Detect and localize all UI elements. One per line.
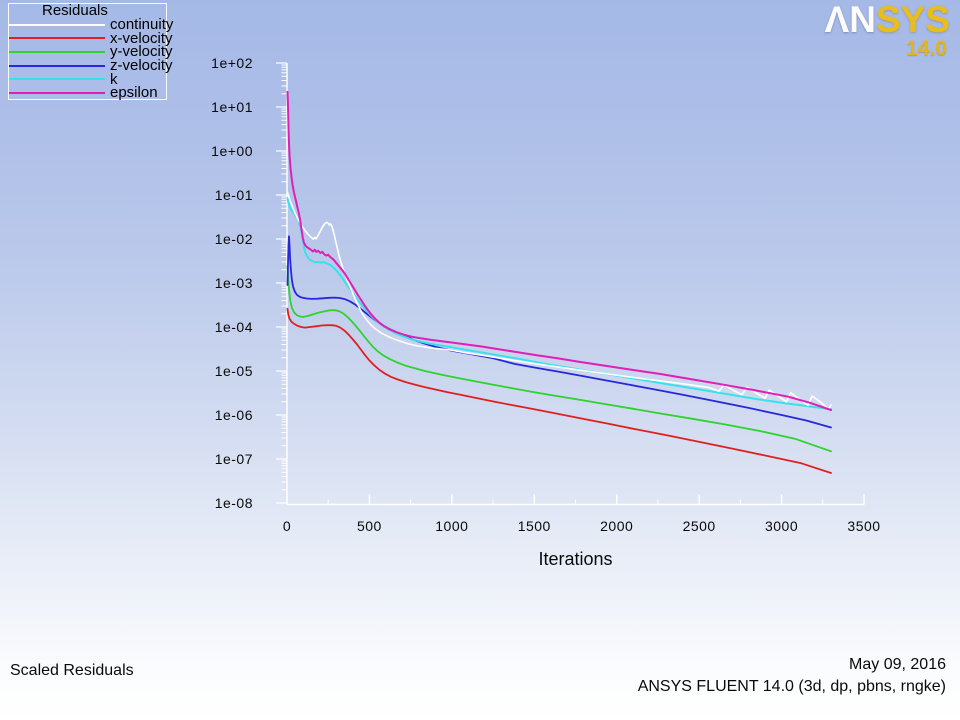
legend-label: epsilon [110,84,158,102]
legend-label: z-velocity [110,57,173,75]
y-tick-label: 1e-04 [215,319,253,335]
x-axis-title: Iterations [538,549,613,569]
solver-stamp: ANSYS FLUENT 14.0 (3d, dp, pbns, rngke) [637,678,946,695]
date-stamp: May 09, 2016 [849,656,946,673]
y-tick-label: 1e+00 [211,143,253,159]
legend-swatch-x-velocity [9,37,105,40]
legend-item-k: k [9,70,166,88]
legend-swatch-epsilon [9,91,105,94]
x-tick-label: 2000 [600,518,633,534]
legend-label: x-velocity [110,29,173,47]
x-tick-label: 1500 [518,518,551,534]
legend-item-y-velocity: y-velocity [9,44,173,59]
curve-y-velocity [286,265,832,453]
legend-item-epsilon: epsilon [9,84,166,102]
plot-stamp: May 09, 2016 ANSYS FLUENT 14.0 (3d, dp, … [638,654,946,698]
y-tick-label: 1e-01 [215,187,253,203]
y-tick-label: 1e-02 [215,231,253,247]
x-tick-label: 0 [283,518,291,534]
y-tick-label: 1e-07 [215,451,253,467]
x-tick-label: 1000 [435,518,468,534]
y-tick-label: 1e+01 [211,99,253,115]
ansys-logo-text: ΛNSYS [825,0,950,40]
legend-swatch-y-velocity [9,50,105,53]
ansys-logo-an: ΛN [824,0,876,40]
legend-label: k [110,70,118,88]
curve-x-velocity [286,307,832,474]
legend-swatch-z-velocity [9,64,105,67]
y-tick-label: 1e-03 [215,275,253,291]
curve-continuity [286,191,832,411]
x-tick-label: 500 [357,518,382,534]
y-tick-label: 1e-06 [215,407,253,423]
x-tick-label: 3000 [765,518,798,534]
ansys-version: 14.0 [906,37,947,60]
y-tick-label: 1e-08 [215,495,253,511]
legend-title: Residuals [42,2,108,19]
curve-z-velocity [286,235,832,429]
ansys-logo: ΛNSYS 14.0 [825,0,950,60]
plot-caption: Scaled Residuals [10,662,134,679]
ansys-logo-sys: SYS [875,0,950,40]
legend-item-z-velocity: z-velocity [9,58,173,73]
x-tick-label: 2500 [683,518,716,534]
y-tick-label: 1e-05 [215,363,253,379]
legend-box: Residuals continuity x-velocity y-velocity… [8,2,173,102]
legend-rows: continuity x-velocity y-velocity z-velocity… [9,17,173,102]
x-tick-label: 3500 [847,518,880,534]
legend-label: y-velocity [110,43,173,61]
curve-epsilon [286,90,832,411]
legend-swatch-k [9,78,105,81]
legend-swatch-continuity [9,23,105,26]
legend-item-x-velocity: x-velocity [9,31,173,46]
legend-label: continuity [110,16,174,34]
legend-item-continuity: continuity [9,17,173,32]
curve-k [286,197,832,411]
y-tick-label: 1e+02 [211,55,253,71]
